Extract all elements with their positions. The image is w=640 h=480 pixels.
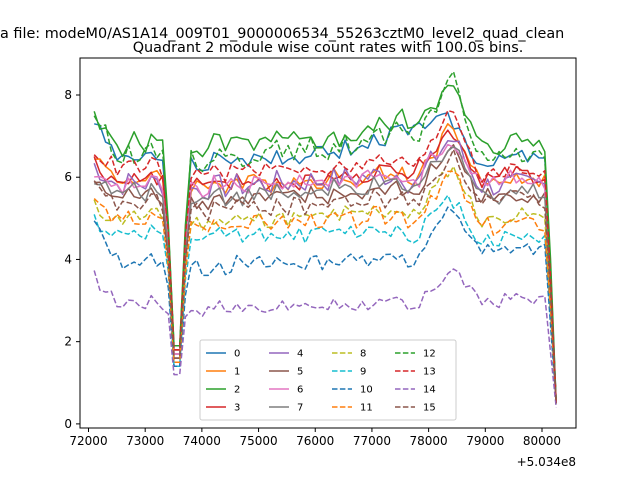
series-line-13	[93, 109, 557, 404]
legend-label-14: 14	[423, 385, 436, 396]
y-tick-label: 6	[64, 170, 72, 184]
legend-label-15: 15	[423, 403, 436, 414]
figure-suptitle: a file: modeM0/AS1A14_009T01_9000006534_…	[0, 26, 564, 42]
legend-label-11: 11	[360, 403, 373, 414]
legend-label-0: 0	[234, 349, 240, 360]
legend-label-2: 2	[234, 385, 240, 396]
plot-frame	[79, 57, 577, 429]
series-layer	[93, 70, 557, 408]
series-line-14	[93, 268, 557, 408]
x-tick-label: 78000	[410, 434, 448, 448]
legend-label-10: 10	[360, 385, 373, 396]
legend-label-7: 7	[297, 403, 303, 414]
x-tick-label: 77000	[353, 434, 391, 448]
x-tick-label: 79000	[466, 434, 504, 448]
legend-label-5: 5	[297, 367, 303, 378]
x-offset-label: +5.034e8	[517, 455, 576, 469]
legend-label-9: 9	[360, 367, 366, 378]
legend-label-8: 8	[360, 349, 366, 360]
y-tick-label: 0	[64, 417, 72, 431]
x-tick-label: 72000	[69, 434, 107, 448]
chart-title: Quadrant 2 module wise count rates with …	[133, 40, 524, 56]
x-axis: 72000 73000 74000 75000 76000 77000 78000 79000…	[69, 428, 561, 448]
series-line-15	[93, 148, 557, 404]
y-axis: 0 2 4 6 8	[64, 88, 80, 431]
legend-frame	[199, 339, 457, 421]
x-tick-label: 80000	[523, 434, 561, 448]
legend-label-6: 6	[297, 385, 303, 396]
legend-label-1: 1	[234, 367, 240, 378]
x-tick-label: 75000	[239, 434, 277, 448]
legend-label-13: 13	[423, 367, 436, 378]
y-tick-label: 2	[64, 335, 72, 349]
legend-label-12: 12	[423, 349, 436, 360]
y-tick-label: 8	[64, 88, 72, 102]
x-tick-label: 76000	[296, 434, 334, 448]
legend-label-3: 3	[234, 403, 240, 414]
x-tick-label: 74000	[183, 434, 221, 448]
legend-label-4: 4	[297, 349, 303, 360]
y-tick-label: 4	[64, 252, 72, 266]
series-line-11	[93, 170, 557, 404]
x-tick-label: 73000	[126, 434, 164, 448]
